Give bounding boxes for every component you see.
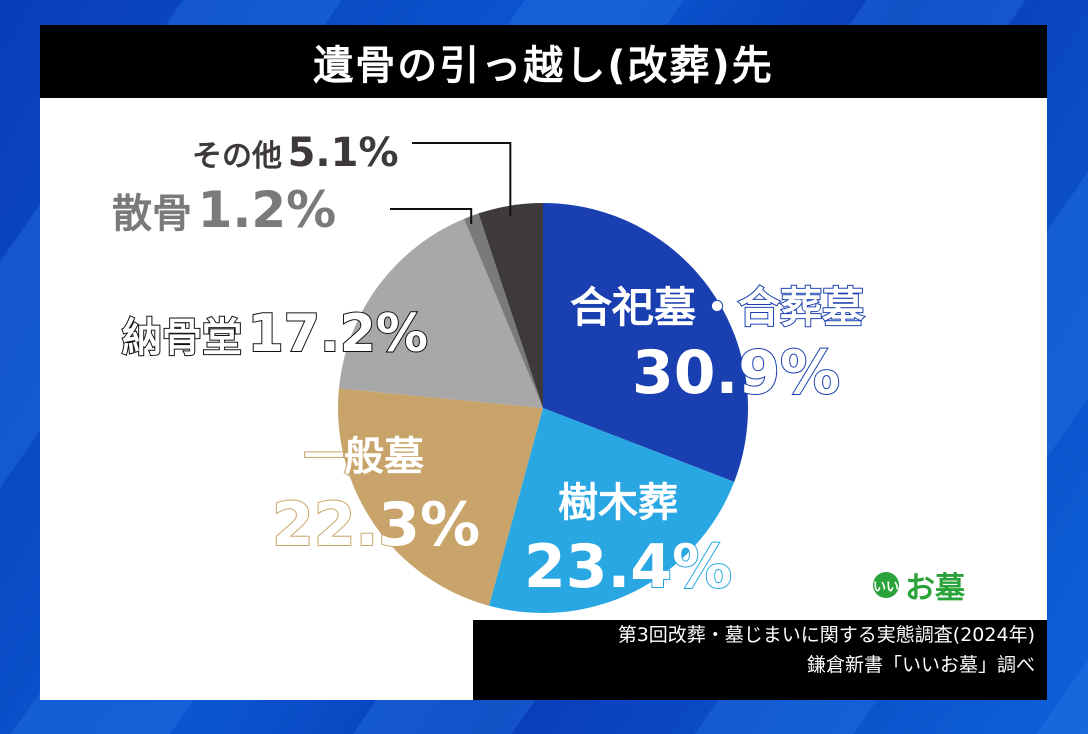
label-ippan-name: 一般墓 [303, 434, 425, 480]
label-sonota: その他 5.1% [192, 130, 399, 176]
label-gosshi-pct: 30.9% [631, 338, 841, 408]
source-line-1: 第3回改葬・墓じまいに関する実態調査(2024年) [617, 624, 1035, 646]
pie-slice [337, 388, 543, 606]
label-sankotsu: 散骨 1.2% [112, 181, 337, 239]
pie-slice [488, 408, 735, 613]
logo-mark: いい [873, 572, 899, 598]
label-ippan-pct: 22.3% [271, 490, 481, 560]
pie-chart [337, 142, 748, 613]
pie-slice [464, 213, 543, 408]
label-noukotsu: 納骨堂 17.2% [121, 304, 429, 364]
logo-text: お墓 [905, 571, 965, 606]
leader-line [412, 142, 512, 216]
chart-panel: 遺骨の引っ越し(改葬)先 その他 5.1% 散骨 1.2% 納骨堂 17.2% … [40, 25, 1047, 700]
chart-title: 遺骨の引っ越し(改葬)先 [313, 42, 774, 89]
title-bar: 遺骨の引っ越し(改葬)先 [40, 25, 1047, 98]
pie-slice [338, 218, 543, 408]
label-jumoku-pct: 23.4% [523, 532, 733, 602]
leader-line [390, 208, 473, 224]
pie-slice [543, 203, 748, 482]
label-gosshi-name: 合祀墓・合葬墓 [569, 283, 865, 332]
source-line-2: 鎌倉新書「いいお墓」調べ [806, 654, 1035, 676]
source-box: 第3回改葬・墓じまいに関する実態調査(2024年) 鎌倉新書「いいお墓」調べ [473, 620, 1047, 700]
pie-slice [478, 203, 543, 408]
label-jumoku-name: 樹木葬 [557, 480, 679, 526]
iiohaka-logo: いい お墓 [873, 563, 965, 607]
